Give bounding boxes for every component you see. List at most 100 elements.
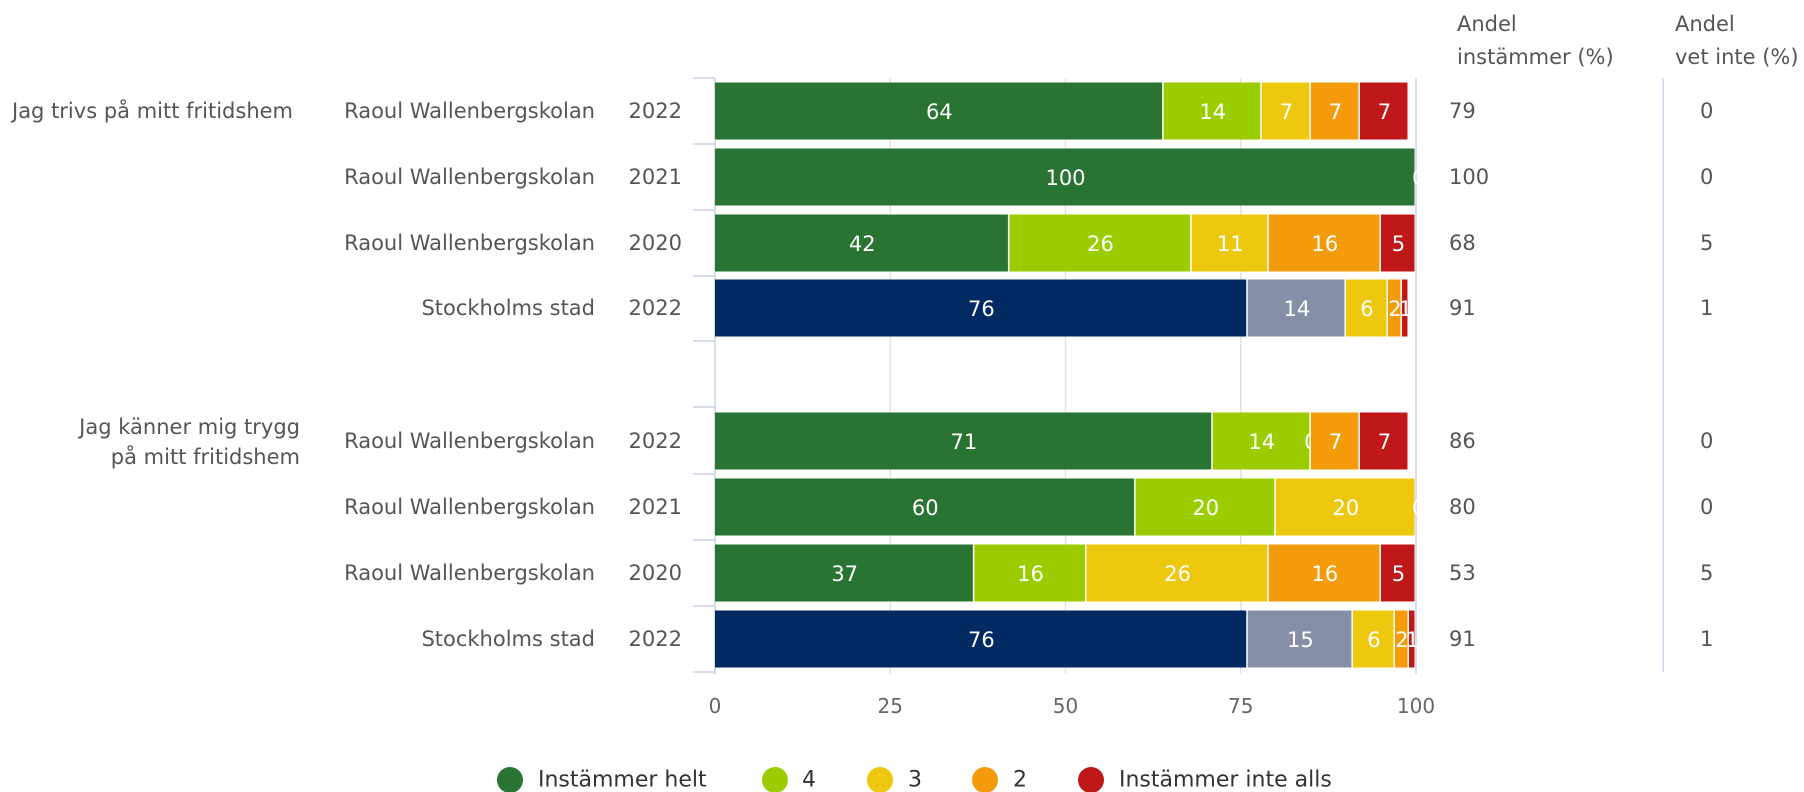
segment-label: 1: [1406, 628, 1419, 652]
legend-label: Instämmer helt: [538, 768, 707, 792]
instammer-value: 53: [1449, 561, 1476, 585]
segment-label: 14: [1199, 100, 1226, 124]
legend-swatch-2: [972, 767, 998, 792]
segment-label: 76: [968, 628, 995, 652]
bar-segment-2: [1394, 610, 1408, 668]
segment-label: 16: [1312, 562, 1339, 586]
bar-segment-2: [1310, 82, 1359, 140]
segment-label: 5: [1392, 232, 1405, 256]
vet-inte-value: 1: [1700, 296, 1713, 320]
bar-segment-4: [974, 544, 1086, 602]
segment-label: 76: [968, 297, 995, 321]
bar-segment-instämmer-helt: [715, 148, 1415, 206]
bar-segment-instämmer-helt: [715, 412, 1212, 470]
row-label: Raoul Wallenbergskolan: [344, 429, 595, 453]
segment-label: 6: [1367, 628, 1380, 652]
bar-segment-instämmer-helt: [715, 610, 1247, 668]
legend-swatch-4: [762, 767, 788, 792]
row-label: Raoul Wallenbergskolan: [344, 495, 595, 519]
segment-label: 6: [1360, 297, 1373, 321]
segment-label: 2: [1395, 628, 1408, 652]
bar-segment-3: [1345, 279, 1387, 337]
bar-segment-3: [1352, 610, 1394, 668]
segment-label: 37: [831, 562, 858, 586]
bar-segment-4: [1247, 279, 1345, 337]
x-tick-label: 25: [878, 694, 903, 718]
bar-segment-instämmer-inte-alls: [1380, 544, 1415, 602]
segment-label: 60: [912, 496, 939, 520]
row-year: 2022: [629, 429, 682, 453]
row-label: Stockholms stad: [421, 627, 595, 651]
segment-label: 14: [1283, 297, 1310, 321]
vet-inte-value: 0: [1700, 99, 1713, 123]
bar-segment-instämmer-helt: [715, 544, 973, 602]
instammer-value: 79: [1449, 99, 1476, 123]
row-label: Raoul Wallenbergskolan: [344, 231, 595, 255]
segment-label: 15: [1287, 628, 1314, 652]
bar-segment-3: [1086, 544, 1268, 602]
segment-label: 100: [1045, 166, 1085, 190]
instammer-value: 100: [1449, 165, 1489, 189]
segment-label: 20: [1333, 496, 1360, 520]
instammer-value: 80: [1449, 495, 1476, 519]
legend-swatch-instämmer-inte-alls: [1078, 767, 1104, 792]
bar-segment-2: [1268, 214, 1380, 272]
vet-inte-value: 0: [1700, 165, 1713, 189]
question-label: Jag trivs på mitt fritidshem: [10, 98, 293, 123]
legend-swatch-instämmer-helt: [497, 767, 523, 792]
segment-label: 2: [1388, 297, 1401, 321]
bar-segment-4: [1135, 478, 1275, 536]
legend-label: 3: [908, 768, 922, 792]
x-tick-label: 0: [709, 694, 722, 718]
row-year: 2022: [629, 296, 682, 320]
segment-label: 0: [1412, 166, 1425, 190]
instammer-value: 91: [1449, 296, 1476, 320]
bar-segment-4: [1247, 610, 1352, 668]
row-year: 2020: [629, 231, 682, 255]
segment-label: 11: [1217, 232, 1244, 256]
bar-segment-instämmer-helt: [715, 478, 1135, 536]
bar-segment-3: [1191, 214, 1268, 272]
vet-inte-value: 0: [1700, 495, 1713, 519]
bar-segment-instämmer-inte-alls: [1401, 279, 1408, 337]
x-tick-label: 100: [1397, 694, 1435, 718]
segment-label: 7: [1329, 100, 1342, 124]
segment-label: 42: [849, 232, 876, 256]
row-year: 2022: [629, 627, 682, 651]
header-vet-inte-line1: Andel: [1675, 12, 1735, 36]
bar-segment-4: [1212, 412, 1310, 470]
legend-label: 2: [1013, 768, 1027, 792]
row-year: 2020: [629, 561, 682, 585]
segment-label: 0: [1412, 496, 1425, 520]
row-label: Raoul Wallenbergskolan: [344, 99, 595, 123]
question-label-line1: Jag känner mig trygg: [77, 415, 300, 439]
bar-segment-2: [1268, 544, 1380, 602]
row-label: Stockholms stad: [421, 296, 595, 320]
instammer-value: 91: [1449, 627, 1476, 651]
header-vet-inte-line2: vet inte (%): [1675, 45, 1799, 69]
bar-segment-instämmer-inte-alls: [1359, 82, 1408, 140]
legend-swatch-3: [867, 767, 893, 792]
question-label-line2: på mitt fritidshem: [111, 444, 300, 469]
segment-label: 26: [1164, 562, 1191, 586]
segment-label: 26: [1087, 232, 1114, 256]
header-instammer-line2: instämmer (%): [1457, 45, 1614, 69]
segment-label: 7: [1329, 430, 1342, 454]
bar-segment-2: [1310, 412, 1359, 470]
row-year: 2022: [629, 99, 682, 123]
bar-segment-2: [1387, 279, 1401, 337]
bar-segment-instämmer-inte-alls: [1408, 610, 1415, 668]
x-tick-label: 50: [1053, 694, 1078, 718]
header-instammer-line1: Andel: [1457, 12, 1517, 36]
bar-segment-3: [1275, 478, 1415, 536]
bar-segment-instämmer-helt: [715, 279, 1247, 337]
segment-label: 16: [1312, 232, 1339, 256]
segment-label: 1: [1399, 297, 1412, 321]
bar-segment-instämmer-helt: [715, 214, 1008, 272]
segment-label: 7: [1378, 100, 1391, 124]
segment-label: 7: [1280, 100, 1293, 124]
row-year: 2021: [629, 165, 682, 189]
instammer-value: 86: [1449, 429, 1476, 453]
vet-inte-value: 1: [1700, 627, 1713, 651]
